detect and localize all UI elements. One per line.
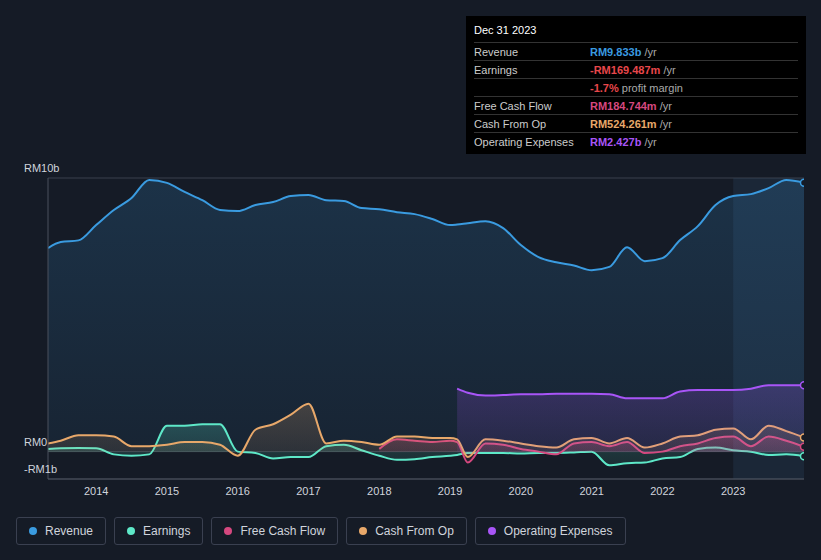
svg-text:-RM1b: -RM1b xyxy=(24,463,57,475)
svg-text:2014: 2014 xyxy=(84,485,108,497)
svg-text:RM10b: RM10b xyxy=(24,162,59,174)
svg-text:2021: 2021 xyxy=(579,485,603,497)
svg-text:2016: 2016 xyxy=(225,485,249,497)
html-text:Cash From Op: Cash From Op xyxy=(375,524,454,538)
html-text:RM2.427b /yr: RM2.427b /yr xyxy=(590,135,657,148)
svg-text:2022: 2022 xyxy=(650,485,674,497)
html-text:RM524.261m /yr: RM524.261m /yr xyxy=(590,117,672,130)
html-text:Earnings: Earnings xyxy=(474,63,518,76)
html-text:Revenue: Revenue xyxy=(474,45,518,58)
html-text:Dec 31 2023: Dec 31 2023 xyxy=(474,24,537,36)
html-text:Cash From Op: Cash From Op xyxy=(474,117,547,130)
svg-text:2015: 2015 xyxy=(155,485,179,497)
html-text:-1.7% profit margin: -1.7% profit margin xyxy=(590,81,683,94)
html-text:-RM169.487m /yr: -RM169.487m /yr xyxy=(590,63,676,76)
html-text:Free Cash Flow: Free Cash Flow xyxy=(474,99,552,112)
html-text:Operating Expenses: Operating Expenses xyxy=(474,135,574,148)
svg-text:RM0: RM0 xyxy=(24,436,47,448)
html-text:Free Cash Flow: Free Cash Flow xyxy=(240,524,326,538)
svg-text:2018: 2018 xyxy=(367,485,391,497)
svg-text:2017: 2017 xyxy=(296,485,320,497)
html-text:RM184.744m /yr: RM184.744m /yr xyxy=(590,99,672,112)
svg-text:2019: 2019 xyxy=(438,485,462,497)
html-text:RM9.833b /yr: RM9.833b /yr xyxy=(590,45,657,58)
html-text:Revenue: Revenue xyxy=(45,524,93,538)
svg-text:2020: 2020 xyxy=(509,485,533,497)
html-text:Earnings: Earnings xyxy=(143,524,191,538)
svg-text:2023: 2023 xyxy=(721,485,745,497)
html-text:Operating Expenses: Operating Expenses xyxy=(503,524,613,538)
